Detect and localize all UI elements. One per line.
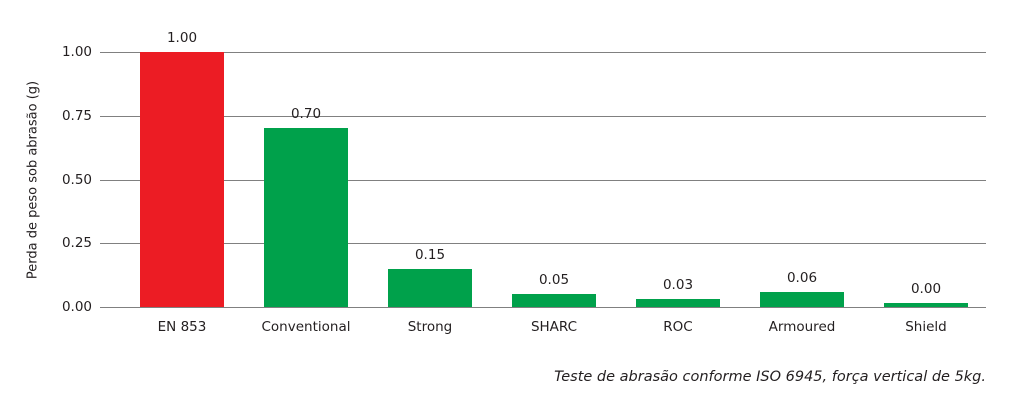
y-tick-label-0.75: 0.75	[61, 108, 92, 124]
bar-conventional	[264, 128, 348, 307]
bar-sharc	[512, 294, 596, 307]
bar-en-853	[140, 52, 224, 307]
gridline-0.25	[100, 243, 986, 244]
y-tick-label-0.50: 0.50	[61, 172, 92, 188]
x-category-label-shield: Shield	[905, 319, 947, 335]
plot-area: 1.00 0.70 0.15 0.05 0.03 0.06 0.00	[100, 30, 986, 308]
bar-value-label-armoured: 0.06	[786, 270, 818, 286]
y-tick-label-0.25: 0.25	[61, 235, 92, 251]
bar-strong	[388, 269, 472, 307]
bar-value-label-sharc: 0.05	[538, 272, 570, 288]
x-category-label-strong: Strong	[407, 319, 453, 335]
gridline-0.50	[100, 180, 986, 181]
bar-value-label-roc: 0.03	[662, 277, 694, 293]
gridline-0.00	[100, 307, 986, 308]
gridline-0.75	[100, 116, 986, 117]
x-category-label-roc: ROC	[663, 319, 693, 335]
bar-value-label-strong: 0.15	[414, 247, 446, 263]
bar-shield	[884, 303, 968, 307]
x-category-label-sharc: SHARC	[530, 319, 578, 335]
gridline-1.00	[100, 52, 986, 53]
bar-value-label-conventional: 0.70	[290, 106, 322, 122]
x-category-label-armoured: Armoured	[768, 319, 836, 335]
bar-roc	[636, 299, 720, 307]
bar-value-label-shield: 0.00	[910, 281, 942, 297]
x-category-label-en-853: EN 853	[157, 319, 207, 335]
x-category-label-conventional: Conventional	[261, 319, 351, 335]
y-tick-label-1.00: 1.00	[61, 44, 92, 60]
bar-value-label-en-853: 1.00	[166, 30, 198, 46]
chart-footnote: Teste de abrasão conforme ISO 6945, forç…	[554, 369, 986, 385]
bar-armoured	[760, 292, 844, 307]
y-tick-label-0.00: 0.00	[61, 299, 92, 315]
